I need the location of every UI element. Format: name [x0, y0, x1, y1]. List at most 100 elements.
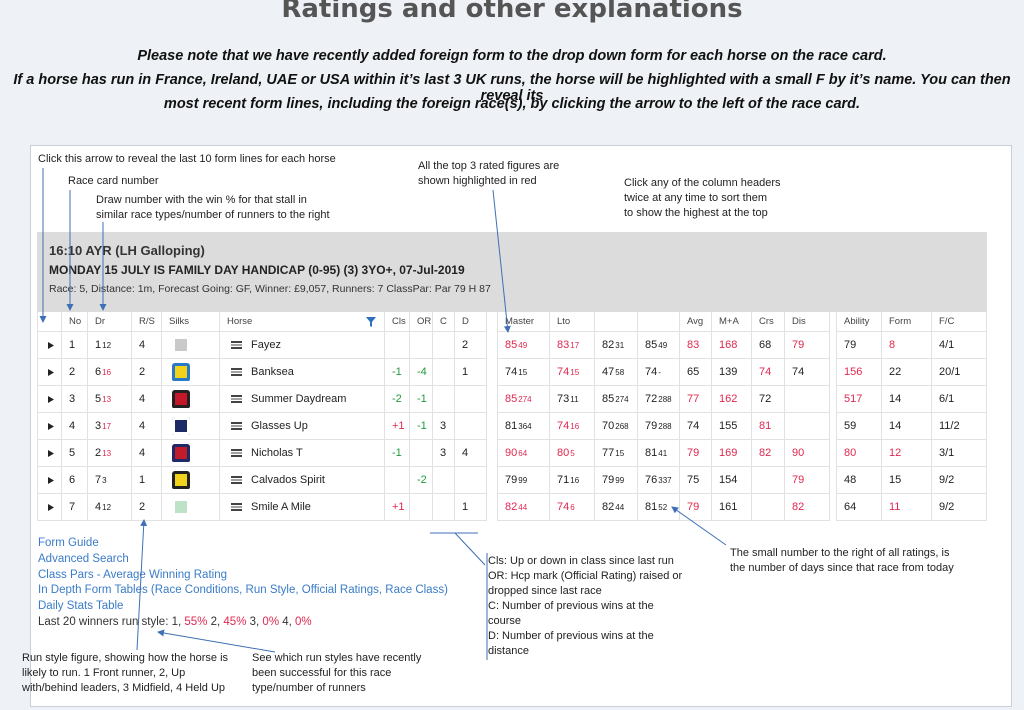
menu-icon[interactable] — [231, 395, 242, 403]
column-header[interactable]: No — [62, 312, 88, 332]
annotation-line: D: Number of previous wins at the — [488, 630, 654, 642]
column-header[interactable]: Ability — [836, 312, 882, 332]
expand-arrow[interactable] — [48, 341, 54, 349]
table-cell: 4 — [132, 413, 162, 440]
expand-arrow[interactable] — [48, 476, 54, 484]
expand-arrow[interactable] — [48, 422, 54, 430]
expand-cell[interactable] — [37, 359, 62, 386]
column-header[interactable]: Form — [882, 312, 932, 332]
expand-arrow[interactable] — [48, 368, 54, 376]
silks-icon — [172, 417, 190, 435]
expand-arrow[interactable] — [48, 503, 54, 511]
column-header[interactable]: Dis — [785, 312, 830, 332]
table-cell: 74 15 — [550, 359, 595, 386]
expand-cell[interactable] — [37, 494, 62, 521]
cell-value: 82 — [792, 501, 805, 513]
days-since: 13 — [102, 448, 112, 458]
table-cell: 90 64 — [497, 440, 550, 467]
link[interactable]: Advanced Search — [38, 552, 129, 565]
link[interactable]: Class Pars - Average Winning Rating — [38, 568, 227, 581]
days-since: 49 — [518, 340, 528, 350]
menu-icon[interactable] — [231, 503, 242, 511]
cell-value: 82 — [505, 501, 518, 513]
column-header[interactable]: Avg — [680, 312, 712, 332]
cell-value: 85 — [505, 339, 518, 351]
cell-value: 82 — [759, 447, 772, 459]
horse-name[interactable]: Smile A Mile — [251, 501, 311, 513]
table-cell: 5 — [62, 440, 88, 467]
cell-value: 77 — [687, 393, 700, 405]
column-header[interactable]: Silks — [162, 312, 220, 332]
table-cell: 80 5 — [550, 440, 595, 467]
cell-value: 80 — [557, 447, 570, 459]
table-cell: 154 — [712, 467, 752, 494]
horse-name[interactable]: Fayez — [251, 339, 281, 351]
column-header[interactable]: M+A — [712, 312, 752, 332]
table-cell: 4 12 — [88, 494, 132, 521]
column-header[interactable]: OR — [410, 312, 433, 332]
annotation-line: type/number of runners — [252, 682, 366, 694]
column-header[interactable]: D — [455, 312, 487, 332]
horse-name[interactable]: Summer Daydream — [251, 393, 347, 405]
table-cell — [385, 332, 410, 359]
column-header[interactable]: Crs — [752, 312, 785, 332]
menu-icon[interactable] — [231, 341, 242, 349]
link[interactable]: Form Guide — [38, 537, 99, 549]
notice-line: Please note that we have recently added … — [137, 48, 887, 64]
menu-icon[interactable] — [231, 422, 242, 430]
horse-name[interactable]: Nicholas T — [251, 447, 303, 459]
table-cell: 83 17 — [550, 332, 595, 359]
expand-arrow[interactable] — [48, 449, 54, 457]
expand-cell[interactable] — [37, 440, 62, 467]
filter-icon[interactable] — [366, 317, 376, 327]
days-since: 15 — [615, 448, 625, 458]
table-cell: 75 — [680, 467, 712, 494]
table-cell: 47 58 — [595, 359, 638, 386]
table-cell: 81 52 — [638, 494, 680, 521]
table-cell: 76 337 — [638, 467, 680, 494]
table-cell: 82 31 — [595, 332, 638, 359]
cell-value: 3 — [95, 420, 102, 432]
expand-cell[interactable] — [37, 386, 62, 413]
cell-value: 74 — [759, 366, 772, 378]
annotation: Cls: Up or down in class since last run O… — [488, 554, 682, 659]
column-header[interactable]: C — [433, 312, 455, 332]
column-header[interactable]: Lto — [550, 312, 595, 332]
cell-value: 79 — [645, 420, 658, 432]
column-header[interactable]: Cls — [385, 312, 410, 332]
cell-value: 81 — [645, 501, 658, 513]
annotation-line: likely to run. 1 Front runner, 2, Up — [22, 667, 186, 679]
table-cell: 6 — [62, 467, 88, 494]
menu-icon[interactable] — [231, 368, 242, 376]
table-cell: 15 — [882, 467, 932, 494]
column-header[interactable]: Dr — [88, 312, 132, 332]
expand-cell[interactable] — [37, 467, 62, 494]
expand-cell[interactable] — [37, 413, 62, 440]
column-header[interactable]: Master — [497, 312, 550, 332]
table-cell: 4 — [455, 440, 487, 467]
table-cell: 74 6 — [550, 494, 595, 521]
days-since: 6 — [570, 502, 575, 512]
expand-arrow[interactable] — [48, 395, 54, 403]
table-cell: 14 — [882, 413, 932, 440]
table-cell: 79 288 — [638, 413, 680, 440]
table-cell: 161 — [712, 494, 752, 521]
menu-icon[interactable] — [231, 449, 242, 457]
column-header[interactable]: Horse — [220, 312, 385, 332]
table-cell: 155 — [712, 413, 752, 440]
table-cell: 74 — [785, 359, 830, 386]
horse-name[interactable]: Banksea — [251, 366, 294, 378]
link[interactable]: Daily Stats Table — [38, 600, 124, 613]
horse-name[interactable]: Glasses Up — [251, 420, 308, 432]
cell-value: 83 — [557, 339, 570, 351]
column-header[interactable]: R/S — [132, 312, 162, 332]
cell-value: 81 — [759, 420, 772, 432]
table-cell: 3/1 — [932, 440, 987, 467]
menu-icon[interactable] — [231, 476, 242, 484]
expand-cell[interactable] — [37, 332, 62, 359]
table-cell: 8 — [882, 332, 932, 359]
annotation-line: with/behind leaders, 3 Midfield, 4 Held … — [22, 682, 226, 694]
column-header[interactable]: F/C — [932, 312, 987, 332]
horse-name[interactable]: Calvados Spirit — [251, 474, 325, 486]
